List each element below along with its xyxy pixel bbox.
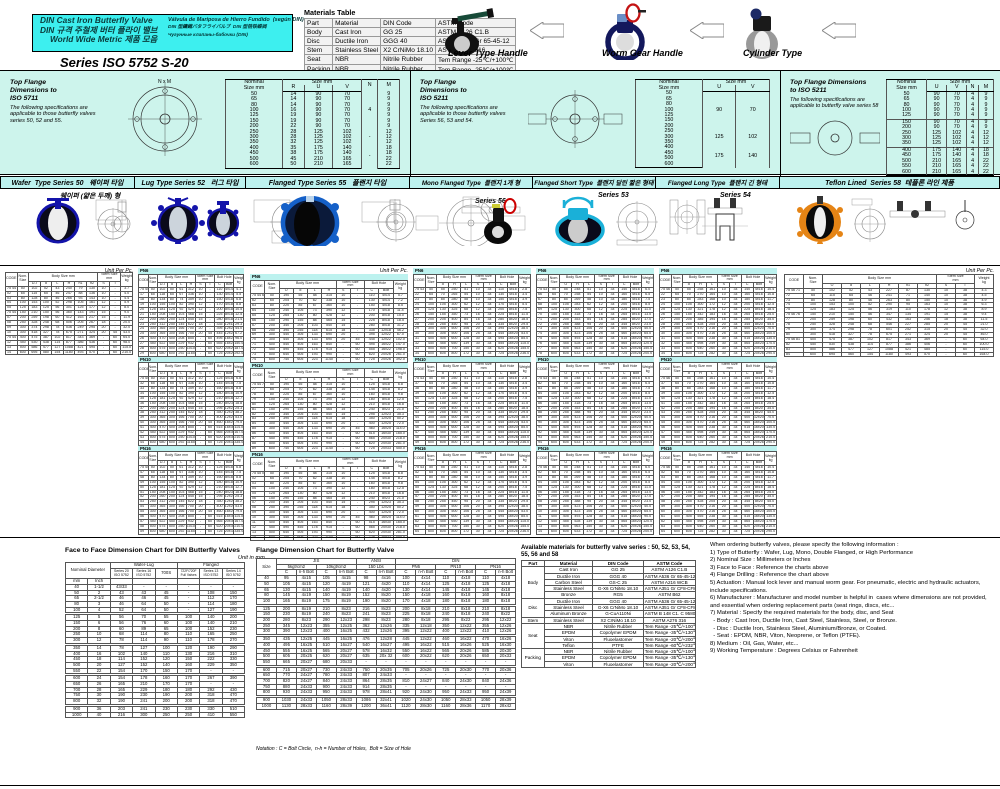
svg-text:N x M: N x M xyxy=(158,79,171,85)
